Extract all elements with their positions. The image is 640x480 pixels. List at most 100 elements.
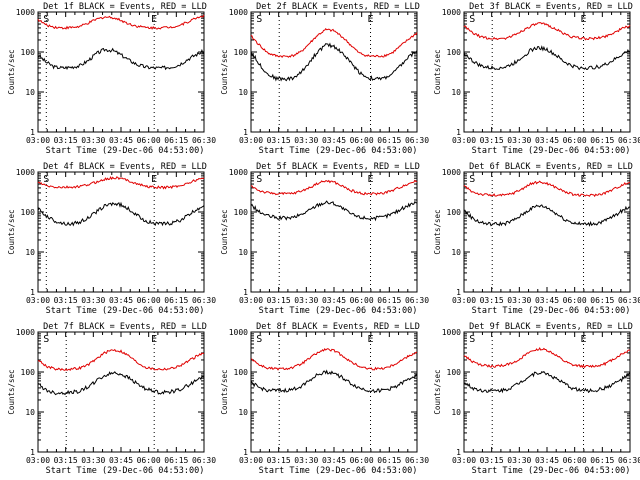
x-tick-label: 03:30: [507, 296, 531, 305]
series-line-lld: [250, 348, 418, 371]
y-tick-label: 1: [30, 448, 35, 457]
plot-frame: [37, 171, 205, 293]
marker-e: E: [151, 174, 157, 185]
x-tick-label: 03:30: [81, 136, 105, 145]
series-line-events: [250, 200, 418, 222]
y-tick-label: 100: [447, 208, 462, 217]
x-axis-label: Start Time (29-Dec-06 04:53:00): [259, 466, 418, 476]
y-tick-label: 1000: [229, 168, 248, 177]
marker-s: S: [469, 174, 475, 185]
detector-panel-7: Det 7f BLACK = Events, RED = LLD 1 10 100 10…: [7, 322, 216, 476]
x-tick-label: 03:45: [109, 136, 133, 145]
detector-panel-5: Det 5f BLACK = Events, RED = LLD 1 10 100 10…: [220, 162, 429, 316]
y-tick-label: 1: [243, 448, 248, 457]
x-tick-label: 03:30: [294, 456, 318, 465]
x-tick-label: 06:00: [563, 296, 587, 305]
x-tick-label: 03:30: [294, 296, 318, 305]
marker-s: S: [256, 14, 262, 25]
x-axis-label: Start Time (29-Dec-06 04:53:00): [46, 466, 205, 476]
x-tick-label: 06:15: [164, 456, 188, 465]
detector-panel-9: Det 9f BLACK = Events, RED = LLD 1 10 100 10…: [433, 322, 640, 476]
x-tick-label: 03:15: [267, 456, 291, 465]
panel-title: Det 9f BLACK = Events, RED = LLD: [469, 322, 633, 332]
marker-e: E: [151, 334, 157, 345]
panel-title: Det 4f BLACK = Events, RED = LLD: [43, 162, 207, 172]
plot-frame: [463, 331, 631, 453]
x-tick-label: 06:00: [563, 136, 587, 145]
marker-e: E: [581, 14, 587, 25]
x-tick-label: 03:00: [239, 456, 263, 465]
y-tick-label: 10: [238, 88, 248, 97]
x-tick-label: 03:30: [507, 456, 531, 465]
series-line-events: [37, 371, 205, 396]
y-axis-label: Counts/sec: [7, 49, 16, 94]
y-tick-label: 1: [456, 128, 461, 137]
x-tick-label: 03:00: [452, 136, 476, 145]
y-tick-label: 100: [21, 208, 36, 217]
marker-e: E: [581, 334, 587, 345]
marker-s: S: [43, 174, 49, 185]
y-axis-label: Counts/sec: [220, 209, 229, 254]
series-line-lld: [37, 14, 205, 30]
x-tick-label: 03:45: [109, 296, 133, 305]
x-tick-label: 03:30: [81, 456, 105, 465]
y-tick-label: 1000: [229, 328, 248, 337]
series-line-lld: [37, 176, 205, 190]
x-axis-label: Start Time (29-Dec-06 04:53:00): [259, 146, 418, 156]
x-tick-label: 03:15: [480, 456, 504, 465]
x-tick-label: 03:45: [322, 136, 346, 145]
y-tick-label: 100: [21, 48, 36, 57]
y-axis-label: Counts/sec: [7, 209, 16, 254]
y-tick-label: 1: [243, 128, 248, 137]
series-line-events: [463, 370, 631, 394]
y-axis-label: Counts/sec: [7, 369, 16, 414]
detector-panel-3: Det 3f BLACK = Events, RED = LLD 1 10 100 10…: [433, 2, 640, 156]
x-tick-label: 06:30: [405, 456, 429, 465]
x-tick-label: 03:45: [535, 456, 559, 465]
x-tick-label: 06:00: [563, 456, 587, 465]
x-tick-label: 06:15: [590, 296, 614, 305]
x-axis-label: Start Time (29-Dec-06 04:53:00): [472, 146, 631, 156]
panel-title: Det 2f BLACK = Events, RED = LLD: [256, 2, 420, 12]
y-tick-label: 10: [25, 88, 35, 97]
series-line-events: [250, 42, 418, 82]
x-tick-label: 06:30: [192, 296, 216, 305]
series-line-lld: [463, 180, 631, 198]
y-tick-label: 100: [234, 368, 249, 377]
x-tick-label: 06:00: [137, 456, 161, 465]
y-tick-label: 10: [451, 88, 461, 97]
x-tick-label: 06:15: [164, 296, 188, 305]
series-line-events: [464, 204, 631, 227]
y-tick-label: 1000: [442, 8, 461, 17]
x-tick-label: 06:30: [618, 136, 640, 145]
y-tick-label: 1000: [442, 328, 461, 337]
x-tick-label: 06:30: [192, 136, 216, 145]
y-tick-label: 1: [243, 288, 248, 297]
panel-title: Det 5f BLACK = Events, RED = LLD: [256, 162, 420, 172]
y-tick-label: 100: [234, 48, 249, 57]
detector-panel-2: Det 2f BLACK = Events, RED = LLD 1 10 100 10…: [220, 2, 429, 156]
series-line-events: [37, 47, 205, 71]
marker-e: E: [581, 174, 587, 185]
x-axis-label: Start Time (29-Dec-06 04:53:00): [472, 466, 631, 476]
marker-s: S: [256, 174, 262, 185]
x-tick-label: 03:15: [480, 136, 504, 145]
x-tick-label: 03:15: [54, 456, 78, 465]
x-tick-label: 03:00: [452, 456, 476, 465]
x-tick-label: 06:15: [377, 296, 401, 305]
x-tick-label: 03:30: [81, 296, 105, 305]
y-tick-label: 100: [447, 48, 462, 57]
x-tick-label: 03:00: [239, 136, 263, 145]
panel-title: Det 6f BLACK = Events, RED = LLD: [469, 162, 633, 172]
y-tick-label: 10: [238, 248, 248, 257]
x-tick-label: 03:15: [54, 136, 78, 145]
x-tick-label: 06:15: [377, 136, 401, 145]
y-tick-label: 1: [456, 448, 461, 457]
marker-e: E: [151, 14, 157, 25]
series-line-lld: [463, 346, 631, 369]
y-tick-label: 1000: [16, 168, 35, 177]
x-tick-label: 03:00: [26, 296, 50, 305]
y-tick-label: 10: [451, 408, 461, 417]
detector-panel-6: Det 6f BLACK = Events, RED = LLD 1 10 100 10…: [433, 162, 640, 316]
